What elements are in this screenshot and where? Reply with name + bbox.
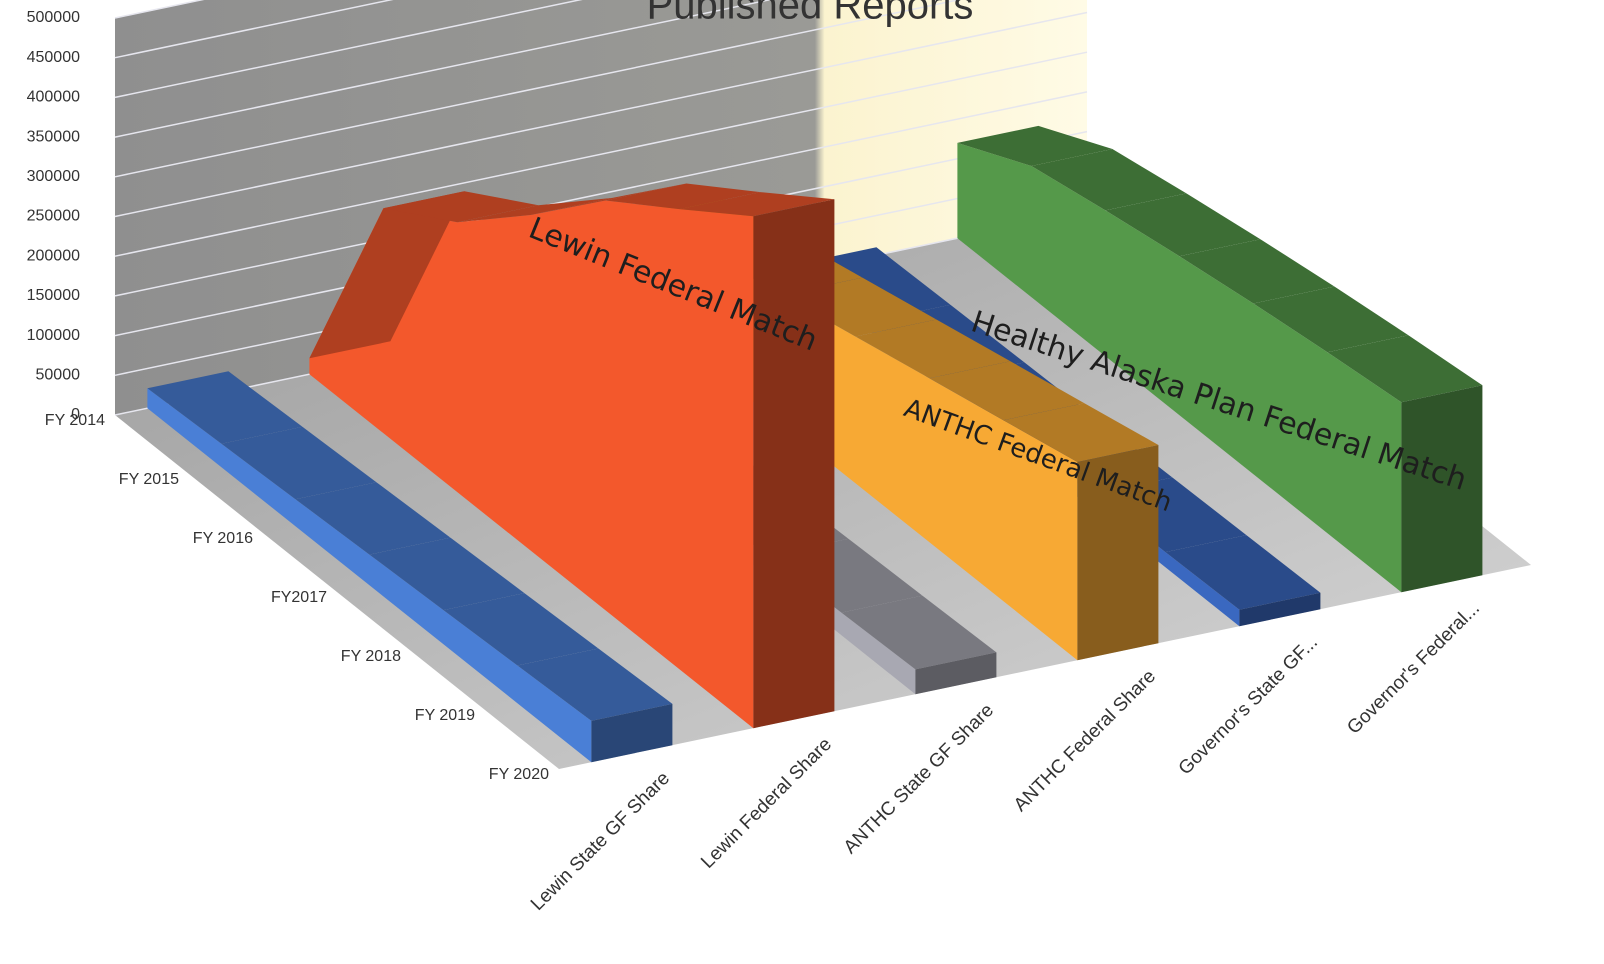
area-top <box>309 191 465 359</box>
x-tick-label: FY 2016 <box>193 530 253 547</box>
area-top <box>457 197 613 223</box>
series-label: Lewin Federal Share <box>697 734 836 873</box>
area-top <box>1031 149 1187 211</box>
area-top <box>605 183 761 210</box>
area-top <box>1165 535 1321 610</box>
grid-line <box>114 0 772 138</box>
area-top <box>1105 193 1261 257</box>
area-cap <box>1077 445 1159 661</box>
y-tick-label: 0 <box>71 406 80 423</box>
y-tick-label: 350000 <box>27 128 80 145</box>
y-tick-label: 200000 <box>27 247 80 264</box>
grid-line <box>114 0 394 59</box>
y-tick-label: 50000 <box>36 367 81 384</box>
area-top <box>443 593 599 666</box>
area-top <box>855 319 1011 379</box>
grid-line <box>114 0 583 99</box>
series-label: ANTHC State GF Share <box>840 700 998 858</box>
area-top <box>1327 335 1483 403</box>
area-cap <box>591 703 673 763</box>
area-top <box>841 595 997 670</box>
area-top <box>517 648 673 721</box>
area-cap <box>753 199 835 729</box>
grid-line <box>114 0 962 178</box>
area-top <box>383 191 539 223</box>
series-label: Governor's Federal... <box>1343 598 1484 739</box>
y-tick-label: 150000 <box>27 287 80 304</box>
x-tick-label: FY2017 <box>271 589 327 606</box>
area-face <box>957 142 1402 593</box>
y-tick-label: 400000 <box>27 89 80 106</box>
x-tick-label: FY 2019 <box>415 707 475 724</box>
series-label: ANTHC Federal Share <box>1010 666 1160 816</box>
area-top <box>147 371 303 444</box>
x-tick-label: FY 2018 <box>341 648 401 665</box>
area-top <box>929 361 1085 421</box>
grid-line <box>114 51 1088 257</box>
y-tick-label: 450000 <box>27 49 80 66</box>
area-face <box>309 200 754 729</box>
area-cap <box>1401 385 1483 593</box>
x-tick-label: FY 2014 <box>45 412 105 429</box>
chart-title: Published Reports <box>647 0 974 28</box>
x-tick-label: FY 2015 <box>119 471 179 488</box>
grid-line <box>114 11 1088 218</box>
y-tick-label: 100000 <box>27 327 80 344</box>
area-top <box>369 537 525 611</box>
y-tick-label: 500000 <box>27 9 80 26</box>
x-tick-label: FY 2020 <box>489 766 549 783</box>
area-top <box>1253 286 1409 353</box>
grid-line <box>114 91 1088 297</box>
area-top <box>531 183 687 215</box>
y-tick-label: 300000 <box>27 168 80 185</box>
area-top <box>679 192 835 217</box>
area-cap <box>1239 592 1321 627</box>
series-label: Lewin State GF Share <box>527 768 674 915</box>
area-cap <box>915 652 997 695</box>
area-top <box>1179 239 1335 304</box>
area-top <box>295 482 451 555</box>
series-label: Governor's State GF... <box>1175 632 1322 779</box>
area-face <box>147 388 592 763</box>
area-top <box>221 426 377 500</box>
area-top <box>957 125 1113 166</box>
area-top <box>1003 403 1159 462</box>
y-tick-label: 250000 <box>27 208 80 225</box>
